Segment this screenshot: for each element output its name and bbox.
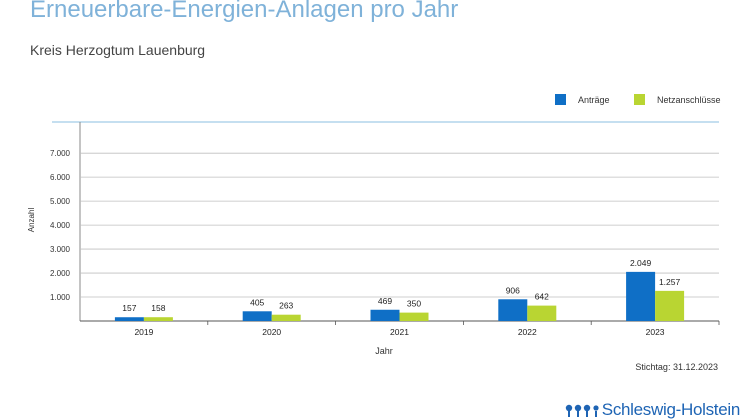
bar-antraege-2021 [370,309,400,321]
brand-name: Schleswig-Holstein [601,400,741,419]
y-tick-label: 5.000 [50,197,71,206]
data-label: 642 [535,292,549,302]
y-tick-label: 7.000 [50,149,71,158]
legend-item-netzanschluesse: Netzanschlüsse [634,94,721,105]
legend-swatch-netzanschluesse [634,94,645,105]
legend-label-antraege: Anträge [578,94,610,105]
x-tick-label: 2021 [390,327,409,337]
legend-swatch-antraege [555,94,566,105]
legend-item-antraege: Anträge [555,94,610,105]
data-label: 1.257 [659,277,681,287]
x-tick-label: 2022 [518,327,537,337]
y-axis-label: Anzahl [27,208,36,233]
y-tick-label: 2.000 [50,269,71,278]
brand-logo-icon [565,404,599,417]
bar-antraege-2020 [242,311,272,321]
bar-antraege-2023 [626,271,656,321]
data-label: 157 [122,303,136,313]
stichtag-note: Stichtag: 31.12.2023 [635,362,718,372]
data-label: 405 [250,297,264,307]
bar-netzanschluesse-2023 [655,290,685,321]
data-label: 469 [378,296,392,306]
page-subtitle: Kreis Herzogtum Lauenburg [30,42,206,58]
bar-netzanschluesse-2022 [527,305,557,321]
brand-logo: Schleswig-Holstein [565,400,740,420]
bar-antraege-2022 [498,299,528,321]
data-label: 350 [407,299,421,309]
bar-antraege-2019 [114,317,144,321]
x-tick-label: 2019 [134,327,153,337]
x-axis-label: Jahr [375,346,393,356]
data-label: 158 [151,303,165,313]
y-tick-label: 1.000 [50,293,71,302]
data-label: 2.049 [630,258,652,268]
x-tick-label: 2023 [646,327,665,337]
bar-netzanschluesse-2020 [271,314,301,321]
data-label: 906 [506,285,520,295]
data-label: 263 [279,301,293,311]
page-title: Erneuerbare-Energien-Anlagen pro Jahr [30,0,459,23]
y-tick-label: 6.000 [50,173,71,182]
x-tick-label: 2020 [262,327,281,337]
bar-netzanschluesse-2019 [143,317,173,321]
y-tick-label: 4.000 [50,221,71,230]
bar-netzanschluesse-2021 [399,312,429,321]
legend-label-netzanschluesse: Netzanschlüsse [657,94,721,105]
y-tick-label: 3.000 [50,245,71,254]
